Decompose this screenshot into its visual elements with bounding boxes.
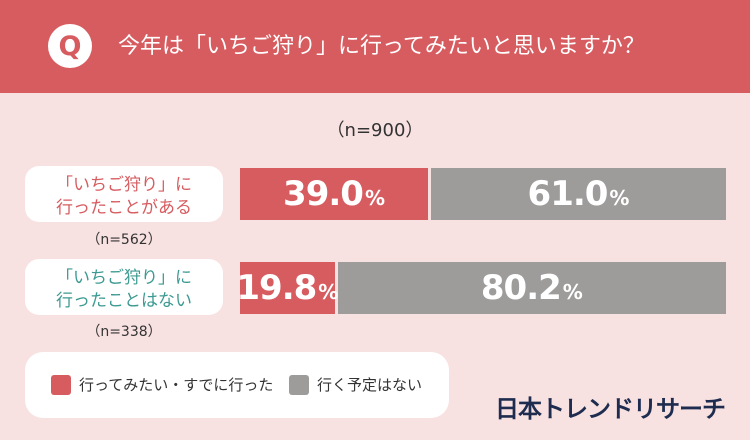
- header-banner: Q 今年は「いちご狩り」に行ってみたいと思いますか？: [0, 0, 750, 93]
- bar-unit-label: %: [364, 186, 385, 210]
- bar-unit-label: %: [562, 280, 583, 304]
- brand-logo: 日本トレンドリサーチ: [495, 395, 726, 423]
- category-n-not-visited: （n=338）: [86, 324, 162, 340]
- sample-size-total: （n=900）: [326, 120, 424, 141]
- category-label-line2: 行ったことはない: [56, 291, 192, 311]
- category-label-not-visited: 「いちご狩り」に 行ったことはない: [25, 259, 223, 315]
- category-label-visited: 「いちご狩り」に 行ったことがある: [25, 166, 223, 222]
- legend-swatch-red: [51, 374, 71, 395]
- bar-value-label: 61.0: [527, 174, 609, 214]
- bar-segment-no-plan: 80.2%: [337, 262, 726, 314]
- category-label-line1: 「いちご狩り」に: [56, 175, 192, 195]
- bar-value-label: 39.0: [283, 174, 364, 214]
- bar-segment-no-plan: 61.0%: [431, 168, 726, 220]
- legend-item-want-to-go: 行ってみたい・すでに行った: [51, 374, 273, 395]
- stacked-bar-visited: 39.0% 61.0%: [240, 168, 726, 220]
- category-label-line1: 「いちご狩り」に: [56, 268, 192, 288]
- question-title: 今年は「いちご狩り」に行ってみたいと思いますか？: [118, 34, 645, 59]
- bar-segment-want-to-go: 19.8%: [236, 262, 339, 314]
- category-n-visited: （n=562）: [86, 232, 162, 248]
- question-q-icon: Q: [48, 24, 92, 68]
- legend-item-no-plan: 行く予定はない: [289, 374, 422, 395]
- bar-unit-label: %: [318, 280, 339, 304]
- legend: 行ってみたい・すでに行った 行く予定はない: [25, 352, 449, 418]
- bar-unit-label: %: [609, 186, 630, 210]
- bar-value-label: 80.2: [480, 268, 562, 308]
- legend-label: 行く予定はない: [317, 376, 423, 394]
- legend-swatch-gray: [289, 374, 309, 395]
- category-label-line2: 行ったことがある: [56, 198, 192, 218]
- bar-value-label: 19.8: [236, 268, 317, 308]
- bar-segment-want-to-go: 39.0%: [240, 168, 429, 220]
- legend-label: 行ってみたい・すでに行った: [79, 376, 274, 394]
- stacked-bar-not-visited: 19.8% 80.2%: [236, 262, 726, 314]
